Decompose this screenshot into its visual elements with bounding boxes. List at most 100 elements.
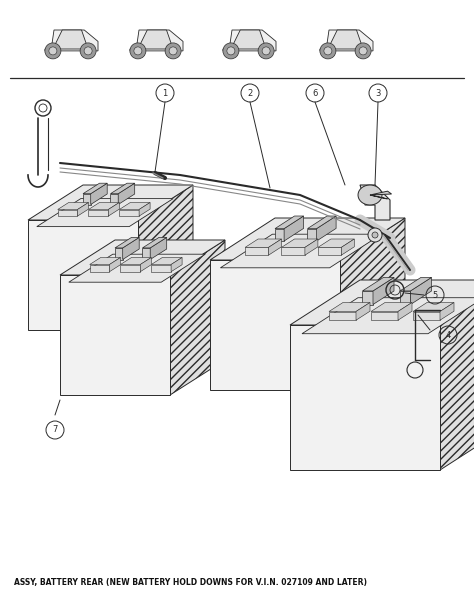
Polygon shape	[139, 203, 150, 216]
Circle shape	[258, 43, 274, 59]
Circle shape	[45, 43, 61, 59]
Polygon shape	[410, 278, 431, 305]
Circle shape	[320, 43, 336, 59]
Circle shape	[262, 47, 270, 55]
Polygon shape	[115, 238, 139, 248]
Text: 4: 4	[446, 330, 451, 340]
Polygon shape	[340, 218, 405, 390]
Polygon shape	[83, 193, 91, 204]
Circle shape	[223, 43, 239, 59]
Polygon shape	[150, 238, 167, 260]
Polygon shape	[320, 30, 373, 51]
Polygon shape	[308, 228, 317, 241]
Polygon shape	[90, 257, 120, 265]
Polygon shape	[110, 193, 118, 204]
Polygon shape	[370, 191, 392, 195]
Polygon shape	[400, 278, 431, 291]
Polygon shape	[108, 203, 119, 216]
Polygon shape	[413, 311, 440, 320]
Circle shape	[368, 228, 382, 242]
Polygon shape	[413, 303, 454, 311]
Polygon shape	[143, 238, 167, 248]
Circle shape	[49, 47, 57, 55]
Text: 1: 1	[163, 88, 168, 98]
Circle shape	[372, 232, 378, 238]
Polygon shape	[60, 275, 170, 395]
Polygon shape	[140, 257, 151, 272]
Polygon shape	[282, 239, 318, 247]
Polygon shape	[371, 311, 398, 320]
Circle shape	[324, 47, 332, 55]
Polygon shape	[58, 209, 78, 216]
Text: ASSY, BATTERY REAR (NEW BATTERY HOLD DOWNS FOR V.I.N. 027109 AND LATER): ASSY, BATTERY REAR (NEW BATTERY HOLD DOW…	[14, 578, 367, 586]
Polygon shape	[109, 257, 120, 272]
Polygon shape	[83, 183, 107, 193]
Polygon shape	[282, 247, 305, 255]
Polygon shape	[356, 303, 370, 320]
Polygon shape	[341, 239, 354, 255]
Polygon shape	[220, 234, 382, 268]
Polygon shape	[305, 239, 318, 255]
Polygon shape	[60, 240, 225, 275]
Polygon shape	[308, 216, 336, 228]
Polygon shape	[373, 278, 394, 305]
Polygon shape	[120, 257, 151, 265]
Polygon shape	[329, 303, 370, 311]
Polygon shape	[138, 185, 193, 330]
Circle shape	[169, 47, 177, 55]
Polygon shape	[302, 298, 474, 333]
Text: 5: 5	[432, 290, 438, 300]
Polygon shape	[358, 185, 382, 205]
Text: 6: 6	[312, 88, 318, 98]
Polygon shape	[120, 265, 140, 272]
Polygon shape	[400, 291, 410, 305]
Polygon shape	[363, 291, 373, 305]
Polygon shape	[398, 303, 412, 320]
Polygon shape	[170, 240, 225, 395]
Polygon shape	[89, 209, 108, 216]
Polygon shape	[210, 218, 405, 260]
Polygon shape	[37, 198, 173, 227]
Polygon shape	[115, 248, 123, 260]
Polygon shape	[58, 203, 89, 209]
Circle shape	[130, 43, 146, 59]
Polygon shape	[363, 278, 394, 291]
Circle shape	[355, 43, 371, 59]
Circle shape	[134, 47, 142, 55]
Polygon shape	[223, 30, 276, 51]
Polygon shape	[290, 280, 474, 325]
Polygon shape	[69, 254, 205, 282]
Circle shape	[84, 47, 92, 55]
Polygon shape	[91, 183, 107, 204]
Text: 2: 2	[247, 88, 253, 98]
Circle shape	[165, 43, 181, 59]
Polygon shape	[284, 216, 304, 241]
Polygon shape	[370, 195, 388, 199]
Polygon shape	[90, 265, 109, 272]
Polygon shape	[440, 280, 474, 470]
Polygon shape	[89, 203, 119, 209]
Polygon shape	[360, 185, 390, 220]
Circle shape	[227, 47, 235, 55]
Polygon shape	[151, 265, 171, 272]
Polygon shape	[328, 30, 363, 49]
Polygon shape	[371, 303, 412, 311]
Polygon shape	[143, 248, 150, 260]
Circle shape	[359, 47, 367, 55]
Polygon shape	[110, 183, 135, 193]
Polygon shape	[138, 30, 173, 49]
Polygon shape	[317, 216, 336, 241]
Text: 3: 3	[375, 88, 381, 98]
Polygon shape	[53, 30, 88, 49]
Polygon shape	[130, 30, 183, 51]
Polygon shape	[275, 228, 284, 241]
Polygon shape	[45, 30, 98, 51]
Polygon shape	[210, 260, 340, 390]
Polygon shape	[318, 247, 341, 255]
Text: 7: 7	[52, 426, 58, 435]
Polygon shape	[119, 209, 139, 216]
Polygon shape	[171, 257, 182, 272]
Polygon shape	[119, 203, 150, 209]
Polygon shape	[318, 239, 354, 247]
Polygon shape	[123, 238, 139, 260]
